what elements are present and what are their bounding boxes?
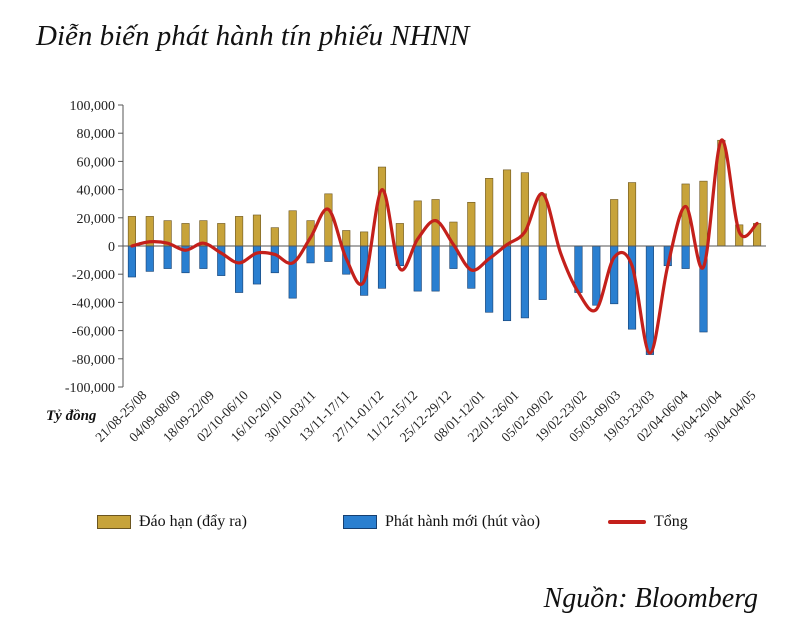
legend-item-issuance: Phát hành mới (hút vào) (343, 513, 540, 531)
chart-legend: Đáo hạn (đẩy ra) Phát hành mới (hút vào)… (0, 513, 796, 543)
maturity-bar (485, 178, 494, 247)
maturity-bar (627, 182, 637, 247)
maturity-bar (502, 169, 512, 247)
issuance-bar (127, 245, 136, 278)
issuance-bar (377, 245, 387, 289)
issuance-bar (520, 245, 529, 319)
legend-item-maturity: Đáo hạn (đẩy ra) (97, 513, 247, 531)
chart-title: Diễn biến phát hành tín phiếu NHNN (36, 20, 470, 52)
issuance-swatch (343, 515, 377, 529)
y-tick-label: -100,000 (65, 381, 115, 396)
legend-label-issuance: Phát hành mới (hút vào) (385, 513, 541, 530)
maturity-bar (288, 210, 297, 247)
issuance-bar (502, 245, 512, 322)
issuance-bar (270, 245, 279, 274)
y-tick-label: 20,000 (77, 212, 116, 227)
y-tick-label: 40,000 (77, 184, 116, 199)
issuance-bar (538, 245, 547, 300)
y-tick-label: -60,000 (72, 325, 115, 340)
maturity-bar (377, 166, 387, 247)
issuance-bar (235, 245, 244, 293)
maturity-bar (467, 201, 476, 247)
issuance-bar (592, 245, 601, 306)
maturity-bar (610, 199, 619, 247)
issuance-bar (145, 245, 154, 272)
maturity-bar (217, 223, 226, 247)
issuance-bar (199, 245, 208, 269)
y-tick-label: -40,000 (72, 296, 115, 311)
maturity-swatch (97, 515, 131, 529)
y-tick-label: 80,000 (77, 127, 116, 142)
issuance-bar (324, 245, 333, 262)
maturity-bar (270, 227, 279, 247)
maturity-bar (181, 223, 190, 247)
maturity-bar (127, 216, 136, 247)
total-swatch (608, 520, 646, 524)
y-tick-label: -80,000 (72, 353, 115, 368)
source-note: Nguồn: Bloomberg (543, 583, 758, 614)
issuance-bar (645, 245, 654, 355)
issuance-bar (681, 245, 690, 269)
y-tick-label: 0 (108, 240, 115, 255)
y-tick-label: -20,000 (72, 268, 115, 283)
issuance-bar (431, 245, 440, 292)
y-unit-label: Tỷ đồng (46, 408, 97, 424)
issuance-bar (163, 245, 172, 269)
total-line (130, 138, 759, 355)
legend-label-maturity: Đáo hạn (đẩy ra) (139, 513, 247, 530)
y-tick-label: 60,000 (77, 155, 116, 170)
issuance-bar (288, 245, 297, 299)
y-tick-label: 100,000 (70, 99, 116, 114)
issuance-bar (306, 245, 315, 264)
maturity-bar (699, 180, 708, 247)
legend-label-total: Tổng (654, 513, 688, 530)
maturity-bar (342, 230, 351, 247)
maturity-bar (252, 214, 262, 247)
maturity-bar (324, 193, 333, 247)
maturity-bar (235, 216, 244, 247)
maturity-bar (360, 231, 369, 247)
chart-area: 100,000 80,000 60,000 40,000 20,000 0 -20,000 -… (46, 99, 766, 445)
legend-item-total: Tổng (608, 513, 688, 531)
maturity-bar (395, 223, 404, 247)
issuance-bar (413, 245, 422, 292)
